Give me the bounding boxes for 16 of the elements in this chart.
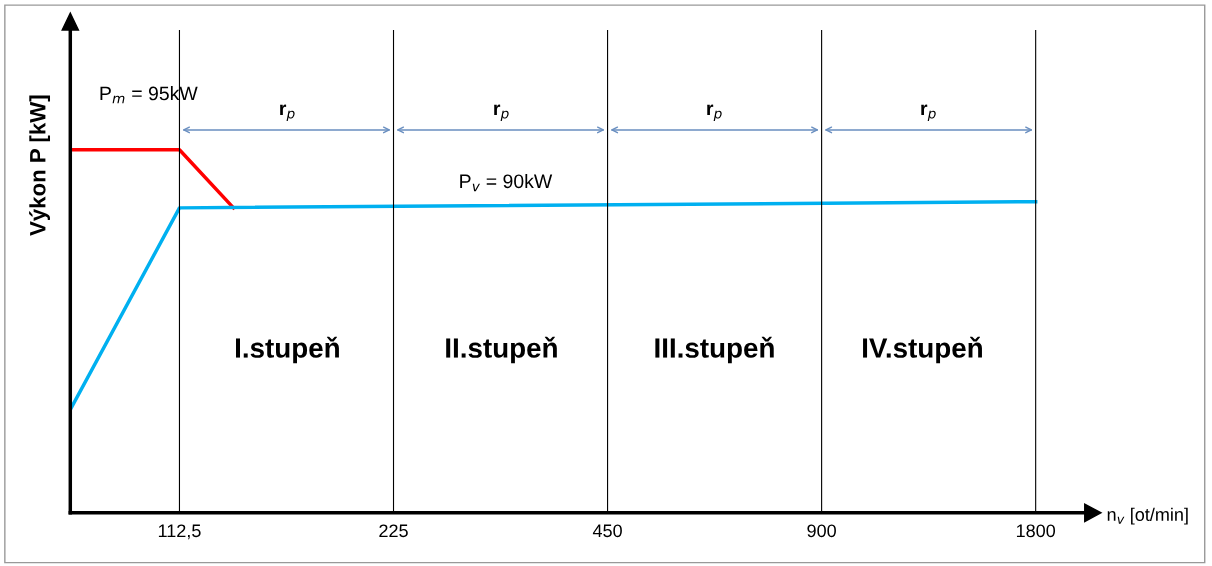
x-axis-title: n$_{v}$ [ot/min] bbox=[1107, 507, 1188, 525]
annotation: III.stupeň bbox=[655, 336, 774, 364]
annotation: I.stupeň bbox=[236, 336, 339, 364]
text: r$_{p}$ bbox=[707, 104, 722, 122]
x-tick-label: 225 bbox=[379, 524, 408, 538]
annotation: II.stupeň bbox=[446, 336, 557, 364]
x-tick-label: 1800 bbox=[1016, 524, 1056, 538]
text: r$_{p}$ bbox=[494, 104, 509, 122]
x-tick-label: 450 bbox=[592, 524, 622, 538]
text: r$_{p}$ bbox=[280, 104, 295, 122]
x-tick-label: 900 bbox=[807, 524, 836, 538]
x-tick-label: 112,5 bbox=[158, 524, 201, 540]
annotation: P$_{v}$ = 90kW bbox=[460, 173, 553, 192]
y-axis-title: Výkon P [kW] bbox=[29, 95, 51, 236]
text: r$_{p}$ bbox=[921, 104, 936, 122]
annotation: IV.stupeň bbox=[863, 336, 982, 364]
